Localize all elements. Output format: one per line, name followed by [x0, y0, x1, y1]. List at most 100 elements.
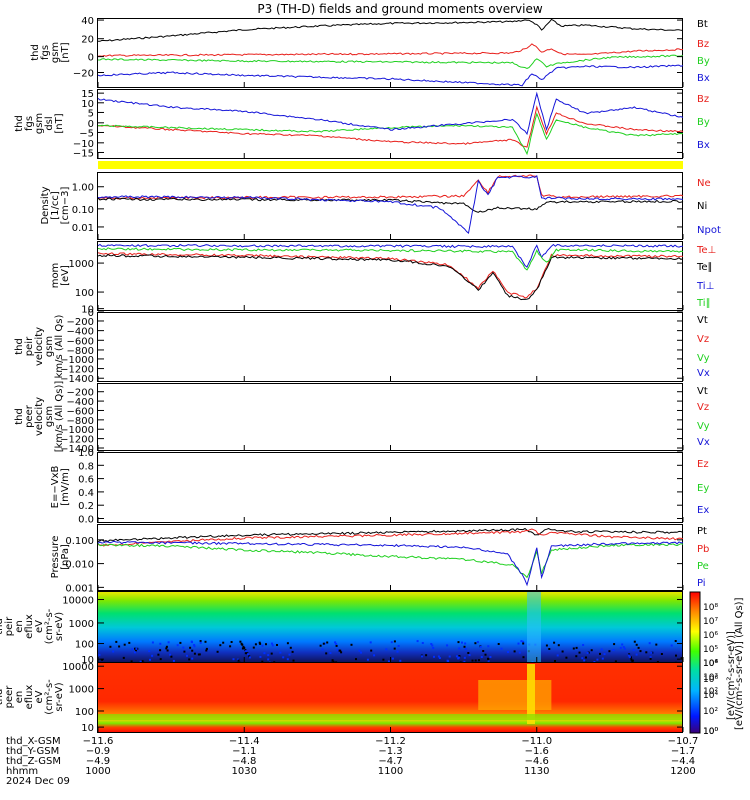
- colorbar-tick-label: 10⁶: [703, 631, 718, 641]
- y-tick-label: 0.01: [72, 223, 94, 234]
- peir-speckle: [169, 653, 172, 656]
- y-tick-label: 1000: [69, 619, 94, 630]
- y-tick-label: 10: [81, 723, 94, 734]
- y-axis-label: fgs: [24, 116, 35, 131]
- peir-speckle: [237, 659, 240, 662]
- peir-event-band: [527, 592, 541, 663]
- peir-speckle: [461, 641, 463, 644]
- colorbar-tick-label: 10⁰: [703, 727, 718, 737]
- legend-by: By: [697, 117, 710, 128]
- y-tick-label: 0: [88, 53, 94, 64]
- peir-speckle: [522, 656, 525, 659]
- peir-speckle: [159, 642, 162, 645]
- colorbar-tick-label: 10²: [703, 707, 718, 717]
- y-tick-label: 100: [75, 288, 94, 299]
- peir-speckle: [322, 642, 325, 645]
- peir-speckle: [393, 647, 396, 650]
- peir-speckle: [554, 660, 556, 662]
- peir-speckle: [476, 641, 479, 644]
- y-tick-label: 10: [81, 305, 94, 316]
- y-tick-label: 15: [81, 89, 94, 100]
- peir-speckle: [463, 645, 466, 648]
- peir-speckle: [635, 643, 638, 646]
- legend-pe: Pe: [697, 561, 709, 572]
- legend-ni: Ni: [697, 201, 707, 212]
- y-axis-label: [nPa]: [60, 544, 71, 570]
- y-tick-label: −1000: [60, 355, 94, 366]
- peir-speckle: [252, 646, 255, 649]
- y-axis-label: peir: [4, 616, 15, 636]
- peir-speckle: [628, 656, 631, 658]
- peir-speckle: [632, 648, 635, 651]
- peir-speckle: [183, 650, 186, 653]
- peir-speckle: [464, 642, 467, 645]
- y-tick-label: 100: [75, 640, 94, 651]
- y-tick-label: 1.00: [72, 183, 94, 194]
- peir-speckle: [159, 658, 162, 661]
- peir-speckle: [480, 656, 483, 658]
- peir-speckle: [292, 659, 295, 662]
- legend-te⊥: Te⊥: [696, 245, 716, 256]
- peir-speckle: [189, 646, 192, 649]
- y-tick-label: 0.100: [65, 536, 94, 547]
- series-density-ne: [97, 174, 684, 200]
- peir-speckle: [581, 657, 584, 660]
- x-tick-label: −11.6: [83, 736, 114, 747]
- peir-speckle: [199, 640, 202, 643]
- peir-speckle: [167, 641, 170, 644]
- peir-speckle: [575, 646, 578, 649]
- peir-speckle: [370, 649, 373, 652]
- peir-speckle: [633, 640, 636, 643]
- peir-speckle: [487, 658, 490, 661]
- y-axis-label: E=−VxB: [50, 466, 61, 509]
- legend-vz: Vz: [697, 402, 709, 413]
- peir-speckle: [199, 641, 202, 644]
- y-tick-label: −600: [67, 406, 94, 417]
- peir-speckle: [335, 642, 338, 645]
- colorbar-tick-label: 10⁴: [703, 691, 718, 701]
- y-tick-label: 0.010: [65, 560, 94, 571]
- peir-speckle: [279, 651, 282, 654]
- peir-speckle: [627, 654, 630, 657]
- colorbar-tick-label: 10⁸: [703, 659, 718, 669]
- peir-speckle: [134, 647, 136, 650]
- legend-bx: Bx: [697, 140, 710, 151]
- peir-speckle: [109, 645, 112, 648]
- peir-speckle: [471, 659, 474, 662]
- peir-speckle: [286, 642, 289, 645]
- peir-speckle: [457, 641, 460, 644]
- x-tick-label: −1.7: [671, 746, 695, 757]
- x-tick-label: −4.4: [671, 756, 695, 767]
- x-tick-label: −4.9: [86, 756, 110, 767]
- peir-speckle: [497, 643, 500, 645]
- peir-speckle: [382, 658, 385, 661]
- y-axis-label: eV: [34, 690, 45, 703]
- peir-speckle: [446, 659, 449, 662]
- y-tick-label: 10000: [62, 596, 94, 607]
- series-fgs_gsm_magnitude-bt: [98, 18, 684, 42]
- peir-speckle: [135, 647, 138, 650]
- y-tick-label: 1000: [69, 685, 94, 696]
- y-axis-label: [nT]: [60, 42, 71, 62]
- peir-speckle: [487, 659, 490, 662]
- x-tick-label: −11.2: [375, 736, 406, 747]
- y-tick-label: 20: [81, 35, 94, 46]
- y-tick-label: 40: [81, 16, 94, 27]
- peir-speckle: [613, 643, 616, 646]
- peir-speckle: [513, 650, 516, 653]
- peir-speckle: [128, 641, 131, 644]
- legend-bt: Bt: [697, 19, 708, 30]
- y-tick-label: −1400: [60, 374, 94, 385]
- peir-speckle: [425, 654, 428, 657]
- peir-speckle: [522, 640, 525, 643]
- frame-temperature: [97, 241, 683, 311]
- legend-by: By: [697, 56, 710, 67]
- x-tick-label: −0.9: [86, 746, 110, 757]
- peir-speckle: [135, 649, 137, 652]
- colorbar-label: [eV/(cm²-s-sr-eV)] (All Qs)]: [734, 597, 745, 730]
- legend-npot: Npot: [697, 225, 721, 236]
- peir-speckle: [248, 655, 251, 658]
- peir-speckle: [397, 645, 400, 647]
- y-tick-label: 5: [88, 108, 94, 119]
